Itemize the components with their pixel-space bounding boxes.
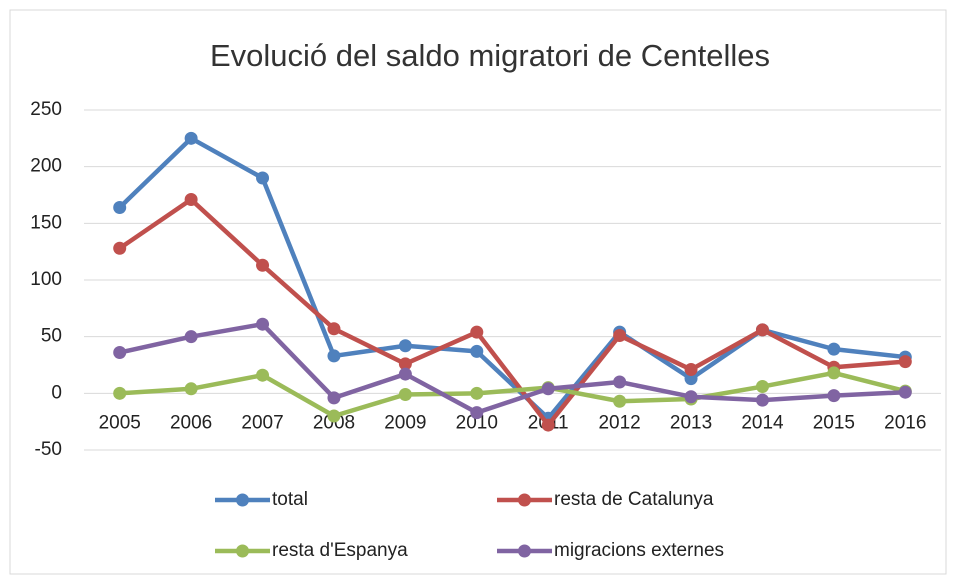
data-point <box>256 368 270 382</box>
series-line <box>119 321 906 415</box>
data-point <box>398 387 412 401</box>
y-tick-label: 200 <box>30 156 62 177</box>
chart-title: Evolució del saldo migratori de Centelle… <box>210 38 770 73</box>
y-tick-label: -50 <box>35 439 62 460</box>
legend-marker <box>236 493 249 507</box>
data-point <box>613 375 627 389</box>
data-point <box>398 357 412 371</box>
legend-marker <box>236 544 249 558</box>
y-tick-label: 50 <box>41 326 62 347</box>
x-tick-label: 2013 <box>670 412 712 433</box>
data-point <box>470 344 484 358</box>
data-point <box>898 385 912 399</box>
series-line <box>118 136 906 421</box>
data-point <box>684 390 698 404</box>
data-point <box>613 394 627 408</box>
data-point <box>184 131 198 145</box>
series-line <box>119 370 906 419</box>
legend-label: resta de Catalunya <box>554 489 714 510</box>
legend-label: total <box>272 489 308 510</box>
data-point <box>684 372 698 386</box>
chart-border <box>9 9 947 575</box>
y-tick-label: 150 <box>30 212 62 233</box>
data-point <box>755 323 769 337</box>
data-point <box>113 386 127 400</box>
data-point <box>256 317 270 331</box>
y-tick-label: 0 <box>51 382 62 403</box>
x-tick-label: 2007 <box>241 412 283 433</box>
data-point <box>327 322 341 336</box>
data-point <box>827 389 841 403</box>
data-point <box>827 366 841 380</box>
data-point <box>470 406 484 420</box>
data-point <box>184 382 198 396</box>
data-point <box>256 258 270 272</box>
x-tick-label: 2015 <box>813 412 855 433</box>
x-tick-label: 2012 <box>598 412 640 433</box>
data-point <box>113 346 127 360</box>
series-line <box>118 197 906 428</box>
data-point <box>898 355 912 369</box>
data-point <box>470 386 484 400</box>
x-tick-label: 2005 <box>99 412 141 433</box>
legend-marker <box>518 544 531 558</box>
data-point <box>755 393 769 407</box>
data-point <box>327 349 341 363</box>
legend-marker <box>518 493 531 507</box>
data-point <box>541 418 555 432</box>
data-point <box>113 241 127 255</box>
y-tick-label: 100 <box>30 269 62 290</box>
x-tick-label: 2009 <box>384 412 426 433</box>
data-point <box>827 342 841 356</box>
data-point <box>184 193 198 207</box>
data-point <box>184 330 198 344</box>
data-point <box>256 171 270 185</box>
x-tick-label: 2010 <box>456 412 498 433</box>
data-point <box>327 391 341 405</box>
data-point <box>541 382 555 396</box>
data-point <box>613 329 627 343</box>
legend-label: migracions externes <box>554 540 724 561</box>
y-tick-label: 250 <box>30 99 62 120</box>
data-point <box>327 409 341 423</box>
x-tick-label: 2006 <box>170 412 212 433</box>
data-point <box>684 363 698 377</box>
x-tick-label: 2014 <box>741 412 784 433</box>
data-point <box>755 380 769 394</box>
data-point <box>470 325 484 339</box>
data-point <box>398 367 412 381</box>
x-tick-label: 2016 <box>884 412 926 433</box>
legend-label: resta d'Espanya <box>272 540 408 561</box>
data-point <box>113 200 127 214</box>
x-tick-label: 2008 <box>313 412 355 433</box>
data-point <box>398 339 412 353</box>
